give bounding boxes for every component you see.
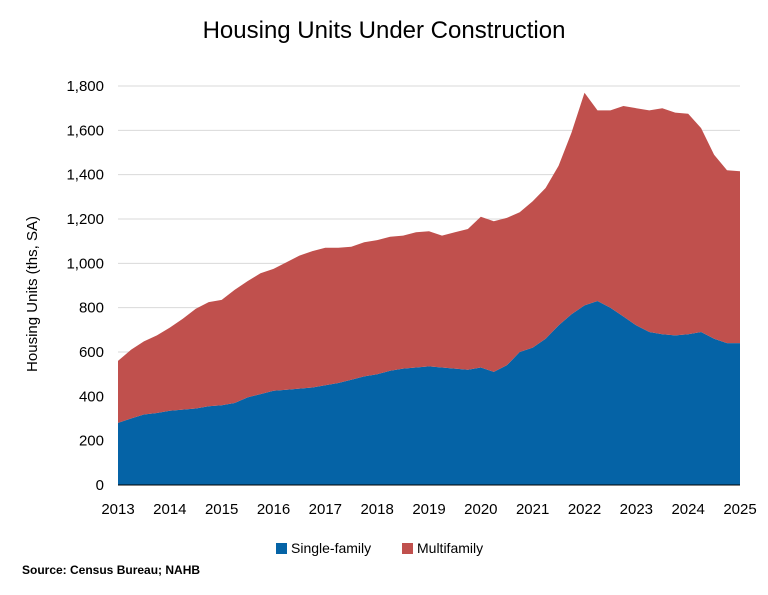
y-tick-label: 400 bbox=[79, 388, 104, 405]
x-tick-labels: 2013 2014 2015 2016 2017 2018 2019 2020 2021 2022… bbox=[101, 501, 756, 518]
legend-swatch bbox=[402, 543, 413, 554]
x-tick-label: 2025 bbox=[723, 501, 756, 518]
x-tick-label: 2018 bbox=[360, 501, 393, 518]
x-tick-label: 2023 bbox=[620, 501, 653, 518]
x-tick-label: 2013 bbox=[101, 501, 134, 518]
y-tick-label: 0 bbox=[96, 477, 104, 494]
x-tick-label: 2015 bbox=[205, 501, 238, 518]
x-tick-label: 2021 bbox=[516, 501, 549, 518]
y-tick-labels: 0 200 400 600 800 1,000 1,200 1,400 1,600 1,800 bbox=[66, 78, 104, 494]
legend-label: Single-family bbox=[291, 540, 371, 556]
y-tick-label: 1,600 bbox=[66, 122, 104, 139]
y-tick-label: 1,000 bbox=[66, 255, 104, 272]
y-axis-title: Housing Units (ths, SA) bbox=[24, 216, 41, 372]
area-single-family bbox=[118, 301, 740, 485]
x-tick-label: 2017 bbox=[309, 501, 342, 518]
series-areas bbox=[118, 92, 740, 485]
x-tick-label: 2016 bbox=[257, 501, 290, 518]
area-multifamily bbox=[118, 92, 740, 423]
legend-label: Multifamily bbox=[417, 540, 483, 556]
y-tick-label: 1,400 bbox=[66, 167, 104, 184]
x-tick-label: 2014 bbox=[153, 501, 186, 518]
x-tick-label: 2024 bbox=[671, 501, 704, 518]
x-tick-label: 2022 bbox=[568, 501, 601, 518]
x-tick-label: 2020 bbox=[464, 501, 497, 518]
x-tick-label: 2019 bbox=[412, 501, 445, 518]
legend-swatch bbox=[276, 543, 287, 554]
y-tick-label: 800 bbox=[79, 300, 104, 317]
y-tick-label: 1,800 bbox=[66, 78, 104, 95]
source-note: Source: Census Bureau; NAHB bbox=[22, 563, 200, 577]
y-tick-label: 200 bbox=[79, 433, 104, 450]
legend: Single-family Multifamily bbox=[276, 540, 483, 556]
y-tick-label: 1,200 bbox=[66, 211, 104, 228]
y-tick-label: 600 bbox=[79, 344, 104, 361]
chart-title: Housing Units Under Construction bbox=[203, 17, 566, 44]
